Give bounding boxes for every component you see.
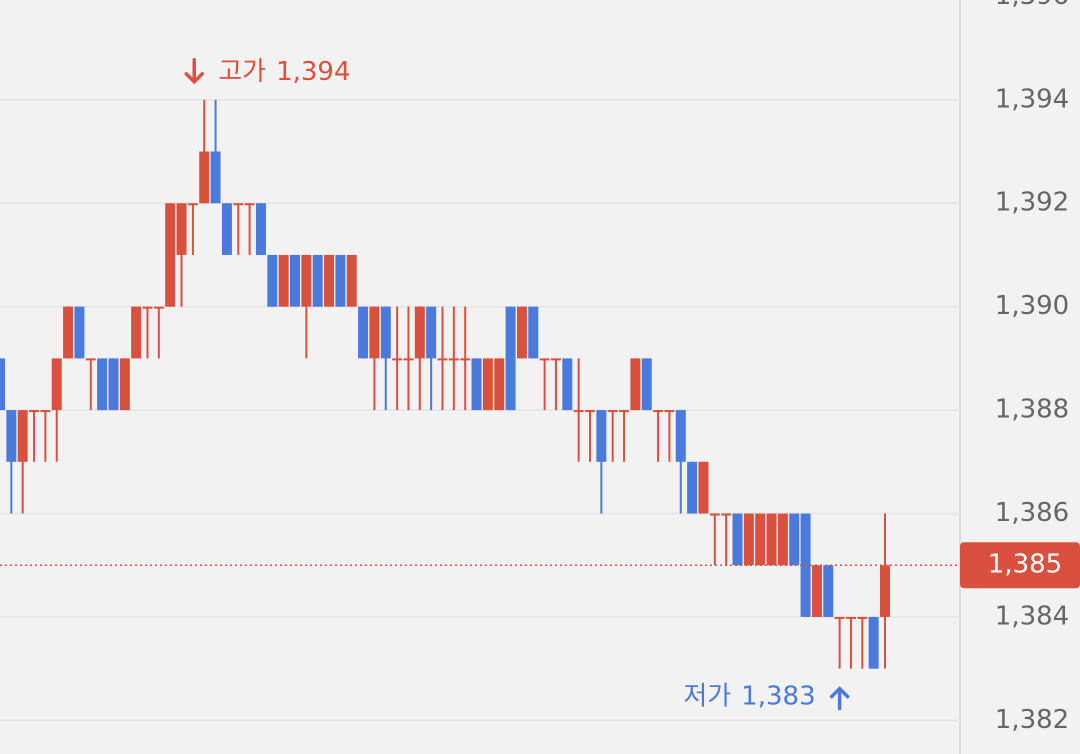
candle-body <box>834 616 845 619</box>
candle-body <box>199 151 210 204</box>
candle-body <box>97 358 108 411</box>
last-price-tag <box>960 542 1080 589</box>
candle-body <box>607 410 618 413</box>
candle-body <box>108 358 119 411</box>
candle-body <box>142 306 153 309</box>
candle-body <box>392 358 403 361</box>
candle-body <box>63 306 74 359</box>
high-annotation: 고가 1,394 <box>218 56 350 86</box>
candle-body <box>460 358 471 361</box>
candle-body <box>687 461 698 514</box>
low-value: 1,383 <box>741 681 815 711</box>
candle-body <box>335 254 346 307</box>
y-tick-label: 1,386 <box>995 498 1069 528</box>
high-value: 1,394 <box>276 56 350 86</box>
candle-body <box>165 203 176 307</box>
candle-body <box>732 513 743 566</box>
candle-body <box>448 358 459 361</box>
candle-body <box>505 306 516 411</box>
candle-body <box>233 203 244 206</box>
candle-body <box>255 203 266 255</box>
y-tick-label: 1,392 <box>995 188 1069 218</box>
candle-body <box>641 358 652 411</box>
low-annotation: 저가 1,383 <box>683 681 815 711</box>
candle-body <box>437 358 448 361</box>
candle-body <box>471 358 482 411</box>
candle-body <box>573 410 584 413</box>
candle-body <box>653 410 664 413</box>
candle-body <box>369 306 380 359</box>
candle-body <box>6 410 17 462</box>
candle-body <box>585 410 595 413</box>
low-arrow <box>829 686 850 711</box>
y-tick-label: 1,390 <box>995 291 1069 321</box>
candle-body <box>550 358 561 361</box>
candle-body <box>40 410 51 413</box>
candle-body <box>619 410 630 413</box>
candle-body <box>766 513 777 566</box>
candle-body <box>176 203 187 255</box>
candle-body <box>528 306 539 359</box>
candle-body <box>301 254 312 307</box>
candle-body <box>494 358 505 411</box>
candle-body <box>17 410 28 462</box>
candle-body <box>811 565 822 617</box>
candle-body <box>789 513 800 566</box>
candle-body <box>755 513 766 566</box>
candle-body <box>153 306 164 309</box>
candle-body <box>74 306 85 359</box>
candle-body <box>596 410 607 462</box>
candle-body <box>721 513 732 516</box>
candle-body <box>845 616 856 619</box>
y-tick-label: 1,394 <box>995 84 1069 114</box>
candle-body <box>267 254 278 307</box>
candle-body <box>29 410 40 413</box>
candle-body <box>516 306 527 359</box>
candle-body <box>880 565 890 617</box>
candle-body <box>358 306 369 359</box>
candle-body <box>244 203 255 206</box>
candle-body <box>0 358 5 411</box>
candle-body <box>380 306 391 359</box>
candle-body <box>119 358 130 411</box>
candle-body <box>278 254 289 307</box>
candle-body <box>210 151 221 204</box>
candle-body <box>414 306 425 359</box>
candle-body <box>709 513 720 516</box>
candle-body <box>823 565 834 617</box>
y-tick-label: 1,382 <box>995 705 1069 735</box>
candle-body <box>403 358 414 361</box>
last-price-label: 1,385 <box>988 550 1062 580</box>
candle-body <box>698 461 709 514</box>
candle-body <box>426 306 437 359</box>
candle-body <box>743 513 754 566</box>
candle-body <box>131 306 142 359</box>
candle-body <box>482 358 493 411</box>
y-tick-label: 1,396 <box>995 0 1069 11</box>
candle-body <box>777 513 788 566</box>
y-tick-label: 1,384 <box>995 601 1069 631</box>
candle-body <box>221 203 232 255</box>
candle-body <box>539 358 550 361</box>
y-tick-label: 1,388 <box>995 395 1069 425</box>
candle-body <box>290 254 300 307</box>
candle-body <box>324 254 335 307</box>
low-label: 저가 <box>683 681 731 711</box>
candle-body <box>187 203 198 206</box>
candle-body <box>346 254 357 307</box>
high-label: 고가 <box>218 56 266 86</box>
candle-body <box>868 616 879 669</box>
candle-body <box>675 410 686 462</box>
candle-body <box>312 254 323 307</box>
candle-body <box>562 358 573 411</box>
candle-body <box>857 616 868 619</box>
candle-body <box>664 410 675 413</box>
high-arrow <box>184 58 204 85</box>
candle-body <box>51 358 62 411</box>
candle-body <box>85 358 96 361</box>
candle-body <box>630 358 641 411</box>
